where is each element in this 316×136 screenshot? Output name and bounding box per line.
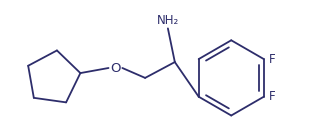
- Text: NH₂: NH₂: [157, 14, 179, 27]
- Text: O: O: [110, 61, 121, 75]
- Text: F: F: [269, 90, 275, 103]
- Text: F: F: [269, 53, 275, 66]
